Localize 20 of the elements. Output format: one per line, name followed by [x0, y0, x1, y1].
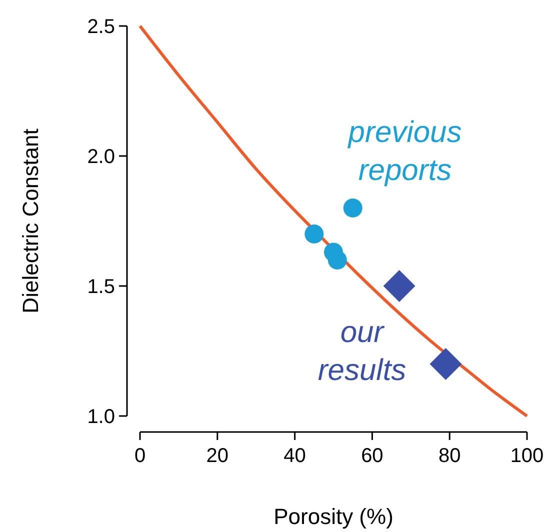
x-tick-label: 20: [206, 445, 229, 467]
y-tick-label: 2.5: [87, 16, 115, 38]
point: [343, 198, 362, 218]
y-tick-label: 2.0: [87, 146, 115, 168]
x-tick-label: 80: [438, 445, 461, 467]
series-label: previous reports: [347, 116, 462, 187]
x-tick-label: 0: [134, 445, 146, 467]
x-tick-label: 40: [284, 445, 306, 467]
x-tick-label: 60: [361, 445, 384, 467]
y-tick-label: 1.5: [87, 276, 115, 298]
y-axis-title: Dielectric Constant: [18, 128, 43, 314]
x-tick-label: 100: [510, 445, 544, 467]
series-label: our results: [318, 316, 406, 387]
y-tick-label: 1.0: [87, 406, 115, 428]
x-axis-title: Porosity (%): [274, 504, 394, 529]
point: [328, 250, 347, 270]
point: [304, 224, 324, 244]
line-series: [138, 24, 528, 418]
point: [430, 348, 462, 380]
point: [383, 270, 416, 302]
